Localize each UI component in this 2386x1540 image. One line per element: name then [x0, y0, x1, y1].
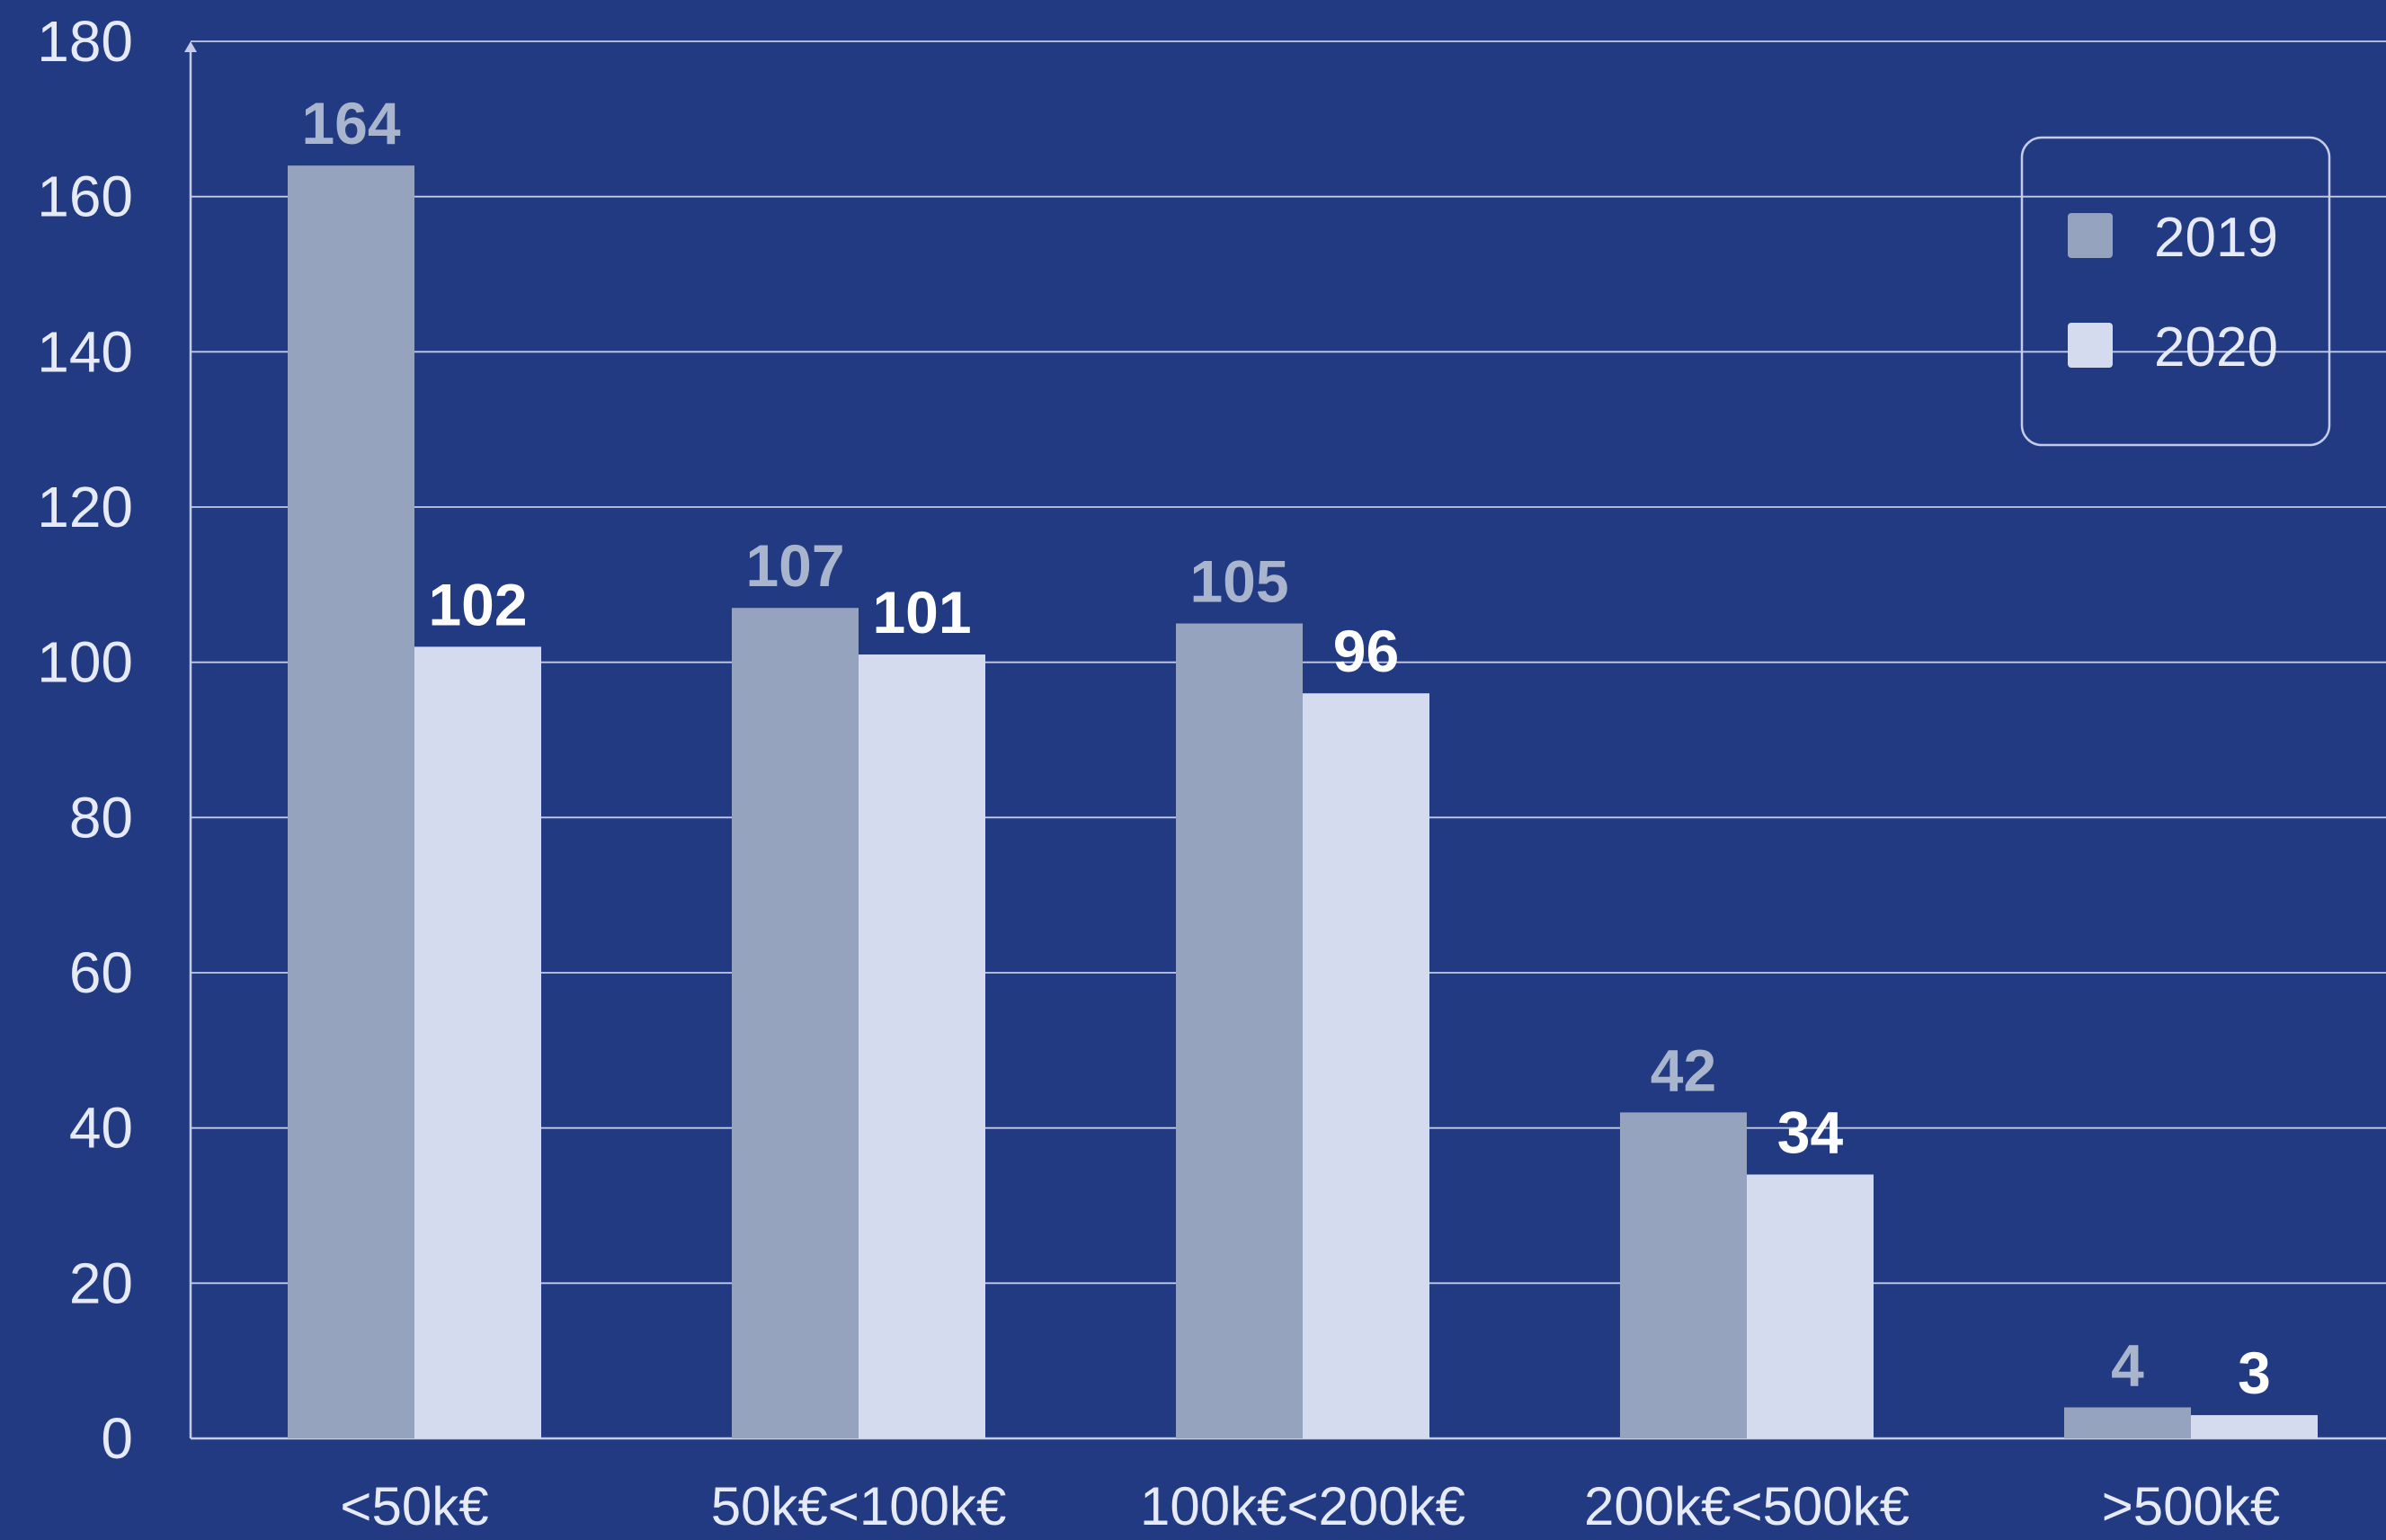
- bar-2019: [2064, 1407, 2191, 1438]
- x-tick-label: 100k€<200k€: [1140, 1476, 1465, 1536]
- legend-label-2020: 2020: [2154, 316, 2278, 378]
- y-tick-label: 80: [69, 785, 133, 850]
- y-tick-labels: 0 20 40 60 80 100 120 140 160 180: [37, 9, 133, 1471]
- bar-2020: [2191, 1415, 2318, 1438]
- x-tick-label: 200k€<500k€: [1584, 1476, 1910, 1536]
- bars: [288, 165, 2318, 1439]
- data-label-2020: 3: [2238, 1340, 2271, 1406]
- legend-swatch-2019: [2068, 213, 2113, 258]
- bar-2019: [732, 608, 859, 1438]
- legend-box: [2020, 136, 2331, 447]
- legend-label-2019: 2019: [2154, 207, 2278, 269]
- bar-2019: [1176, 623, 1303, 1438]
- y-tick-label: 60: [69, 940, 133, 1005]
- bar-2020: [1747, 1174, 1874, 1438]
- data-label-2019: 107: [745, 532, 844, 599]
- x-tick-labels: <50k€ 50k€<100k€ 100k€<200k€ 200k€<500k€ >50…: [340, 1476, 2280, 1536]
- data-label-2020: 102: [428, 571, 527, 637]
- x-tick-label: >500k€: [2102, 1476, 2281, 1536]
- bar-2019: [1620, 1112, 1747, 1438]
- data-labels: 164 102 107 101 105 96 42 34 4 3: [301, 90, 2270, 1406]
- legend: 2019 2020: [2020, 136, 2331, 447]
- data-label-2019: 4: [2111, 1331, 2144, 1398]
- y-tick-label: 40: [69, 1096, 133, 1161]
- x-tick-label: <50k€: [340, 1476, 488, 1536]
- y-tick-label: 180: [37, 9, 133, 74]
- y-tick-label: 120: [37, 475, 133, 539]
- bar-2020: [859, 654, 985, 1438]
- data-label-2019: 105: [1189, 548, 1288, 615]
- y-axis-arrow-icon: [184, 41, 197, 52]
- y-tick-label: 20: [69, 1251, 133, 1315]
- legend-swatch-2020: [2068, 323, 2113, 368]
- x-tick-label: 50k€<100k€: [711, 1476, 1007, 1536]
- y-tick-label: 160: [37, 165, 133, 229]
- y-tick-label: 0: [101, 1406, 133, 1471]
- y-tick-label: 140: [37, 319, 133, 384]
- data-label-2020: 96: [1333, 618, 1399, 684]
- bar-2020: [414, 646, 541, 1438]
- data-label-2019: 42: [1651, 1037, 1716, 1103]
- data-label-2020: 34: [1777, 1099, 1844, 1165]
- bar-2019: [288, 165, 414, 1439]
- data-label-2019: 164: [301, 90, 400, 156]
- y-tick-label: 100: [37, 630, 133, 695]
- data-label-2020: 101: [872, 579, 971, 645]
- bar-2020: [1303, 693, 1429, 1438]
